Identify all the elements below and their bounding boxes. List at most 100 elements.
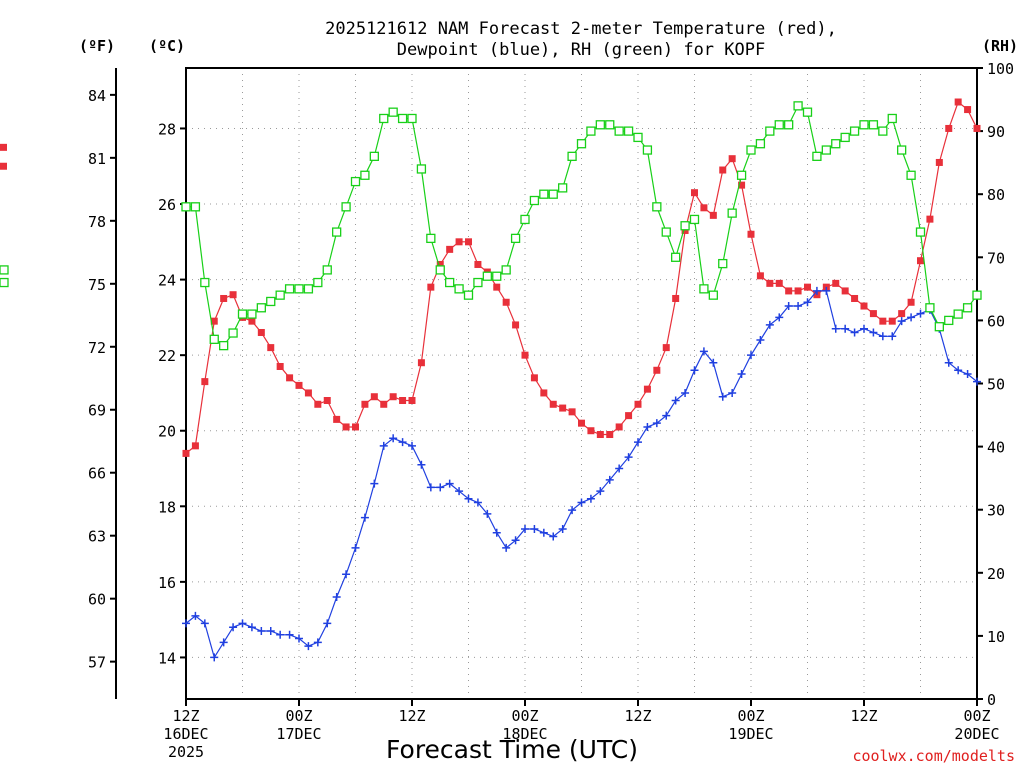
- temperature-point: [361, 400, 369, 408]
- x-tick-label: 12Z: [398, 707, 425, 725]
- dewpoint-point: [728, 388, 737, 397]
- plot-frame: [185, 67, 978, 700]
- dewpoint-point: [681, 388, 690, 397]
- dewpoint-point: [690, 366, 699, 375]
- temperature-point: [191, 442, 199, 450]
- dewpoint-point: [756, 336, 765, 345]
- temperature-point: [728, 155, 736, 163]
- rh-point: [671, 252, 681, 262]
- temperature-point: [323, 397, 331, 405]
- rh-point: [0, 265, 9, 275]
- dewpoint-point: [285, 630, 294, 639]
- x-tick-label: 18DEC: [502, 725, 547, 743]
- dewpoint-point: [426, 483, 435, 492]
- dewpoint-point: [624, 453, 633, 462]
- temperature-point: [615, 423, 623, 431]
- temperature-point: [634, 400, 642, 408]
- rh-tick-label: 10: [987, 628, 1005, 646]
- dewpoint-point: [831, 324, 840, 333]
- fahrenheit-tick-label: 63: [88, 528, 106, 546]
- dewpoint-point: [502, 543, 511, 552]
- temperature-point: [530, 374, 538, 382]
- celsius-tick-label: 26: [158, 196, 176, 214]
- rh-point: [633, 132, 643, 143]
- temperature-point: [352, 423, 359, 431]
- temperature-point: [869, 310, 877, 318]
- rh-point: [784, 120, 794, 130]
- tick-labels: 14 16 18 20 22 24 26 28 57 60 63 66 69 72 75 78 81 84 0 10 2…: [88, 60, 1014, 761]
- x-tick-label: 17DEC: [276, 725, 321, 743]
- temperature-point: [596, 431, 604, 439]
- temperature-point: [672, 294, 680, 302]
- dewpoint-point: [436, 483, 445, 492]
- temperature-point: [907, 298, 915, 306]
- rh-point: [567, 151, 577, 161]
- rh-tick-label: 20: [987, 565, 1005, 583]
- dewpoint-point: [492, 528, 501, 537]
- rh-point: [708, 290, 718, 300]
- dewpoint-point: [389, 434, 398, 443]
- rh-point: [360, 170, 370, 180]
- temperature-point: [512, 321, 520, 329]
- temperature-point: [926, 215, 934, 223]
- rh-point: [680, 221, 690, 231]
- rh-point: [256, 303, 266, 313]
- x-tick-label: 00Z: [285, 707, 312, 725]
- temperature-point: [474, 260, 482, 268]
- dewpoint-point: [295, 634, 303, 643]
- temperature-point: [408, 397, 416, 405]
- temperature-point: [578, 419, 585, 427]
- rh-markers: [0, 101, 982, 351]
- dewpoint-point: [276, 630, 285, 639]
- dewpoint-point: [229, 623, 238, 632]
- celsius-axis-unit: (ºC): [149, 37, 185, 55]
- rh-point: [840, 132, 850, 143]
- rh-point: [558, 183, 568, 193]
- rh-point: [661, 227, 671, 237]
- temperature-point: [0, 143, 7, 151]
- temperature-point: [832, 279, 840, 287]
- temperature-point: [276, 362, 284, 370]
- rh-axis-unit: (RH): [982, 37, 1018, 55]
- dewpoint-point: [662, 411, 671, 420]
- rh-point: [200, 277, 210, 288]
- dewpoint-point: [822, 286, 831, 295]
- x-tick-label: 00Z: [511, 707, 538, 725]
- dewpoint-point: [869, 328, 878, 337]
- x-tick-label: 00Z: [737, 707, 764, 725]
- fahrenheit-tick-label: 66: [88, 465, 106, 483]
- dewpoint-point: [973, 377, 981, 386]
- rh-point: [868, 120, 879, 130]
- fahrenheit-tick-label: 84: [88, 87, 106, 105]
- temperature-point: [945, 124, 953, 132]
- dewpoint-point: [944, 358, 953, 367]
- temperature-point: [267, 344, 275, 352]
- rh-tick-label: 30: [987, 502, 1005, 520]
- fahrenheit-tick-label: 81: [88, 150, 106, 168]
- rh-point: [473, 277, 483, 288]
- rh-point: [765, 126, 775, 136]
- temperature-point: [719, 166, 727, 174]
- rh-point: [341, 202, 351, 212]
- rh-point: [275, 290, 285, 300]
- dewpoint-point: [379, 441, 388, 450]
- rh-point: [595, 120, 605, 130]
- temperature-point: [540, 389, 548, 397]
- dewpoint-point: [747, 351, 755, 360]
- rh-point: [887, 113, 897, 124]
- rh-point: [510, 233, 521, 244]
- dewpoint-point: [313, 638, 322, 647]
- rh-point: [416, 164, 427, 174]
- temperature-point: [521, 351, 529, 359]
- dewpoint-point: [539, 528, 548, 537]
- rh-tick-label: 60: [987, 312, 1005, 330]
- temperature-point: [389, 393, 397, 401]
- dewpoint-point: [775, 313, 784, 322]
- temperature-point: [446, 245, 454, 253]
- dewpoint-point: [671, 396, 680, 405]
- celsius-tick-label: 18: [158, 498, 176, 516]
- x-tick-label: 12Z: [624, 707, 651, 725]
- data-series: [0, 99, 982, 662]
- rh-point: [878, 126, 888, 136]
- temperature-point: [248, 317, 256, 325]
